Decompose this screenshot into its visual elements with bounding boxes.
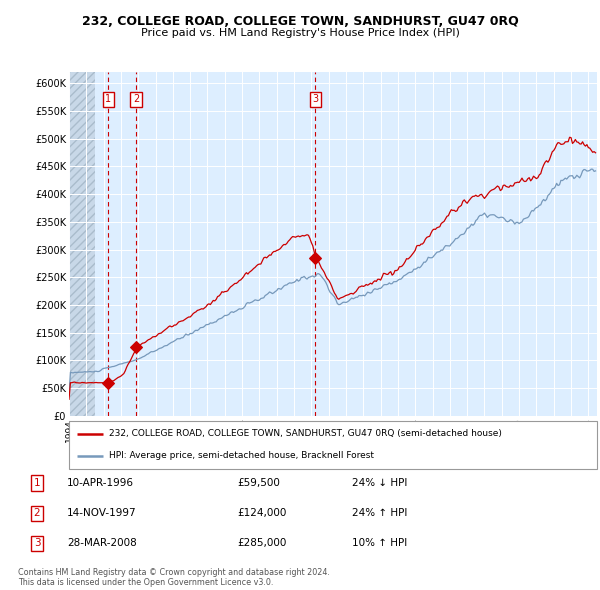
Point	[311, 253, 320, 263]
Text: 2: 2	[34, 508, 40, 518]
Text: 3: 3	[34, 538, 40, 548]
Text: 14-NOV-1997: 14-NOV-1997	[67, 508, 137, 518]
Text: 2: 2	[133, 94, 139, 104]
Text: 10-APR-1996: 10-APR-1996	[67, 478, 134, 488]
FancyBboxPatch shape	[69, 421, 597, 469]
Text: 1: 1	[34, 478, 40, 488]
Text: HPI: Average price, semi-detached house, Bracknell Forest: HPI: Average price, semi-detached house,…	[109, 451, 374, 460]
Text: Price paid vs. HM Land Registry's House Price Index (HPI): Price paid vs. HM Land Registry's House …	[140, 28, 460, 38]
Text: 10% ↑ HPI: 10% ↑ HPI	[352, 538, 407, 548]
Text: 232, COLLEGE ROAD, COLLEGE TOWN, SANDHURST, GU47 0RQ: 232, COLLEGE ROAD, COLLEGE TOWN, SANDHUR…	[82, 15, 518, 28]
Text: £124,000: £124,000	[237, 508, 286, 518]
Text: 232, COLLEGE ROAD, COLLEGE TOWN, SANDHURST, GU47 0RQ (semi-detached house): 232, COLLEGE ROAD, COLLEGE TOWN, SANDHUR…	[109, 430, 502, 438]
Text: 3: 3	[312, 94, 319, 104]
Text: 24% ↑ HPI: 24% ↑ HPI	[352, 508, 407, 518]
Point	[104, 378, 113, 388]
Text: 24% ↓ HPI: 24% ↓ HPI	[352, 478, 407, 488]
Point	[131, 342, 141, 352]
Text: £59,500: £59,500	[237, 478, 280, 488]
Text: 1: 1	[106, 94, 112, 104]
Text: Contains HM Land Registry data © Crown copyright and database right 2024.
This d: Contains HM Land Registry data © Crown c…	[18, 568, 330, 587]
Text: 28-MAR-2008: 28-MAR-2008	[67, 538, 137, 548]
Bar	[69, 72, 95, 416]
Text: £285,000: £285,000	[237, 538, 286, 548]
